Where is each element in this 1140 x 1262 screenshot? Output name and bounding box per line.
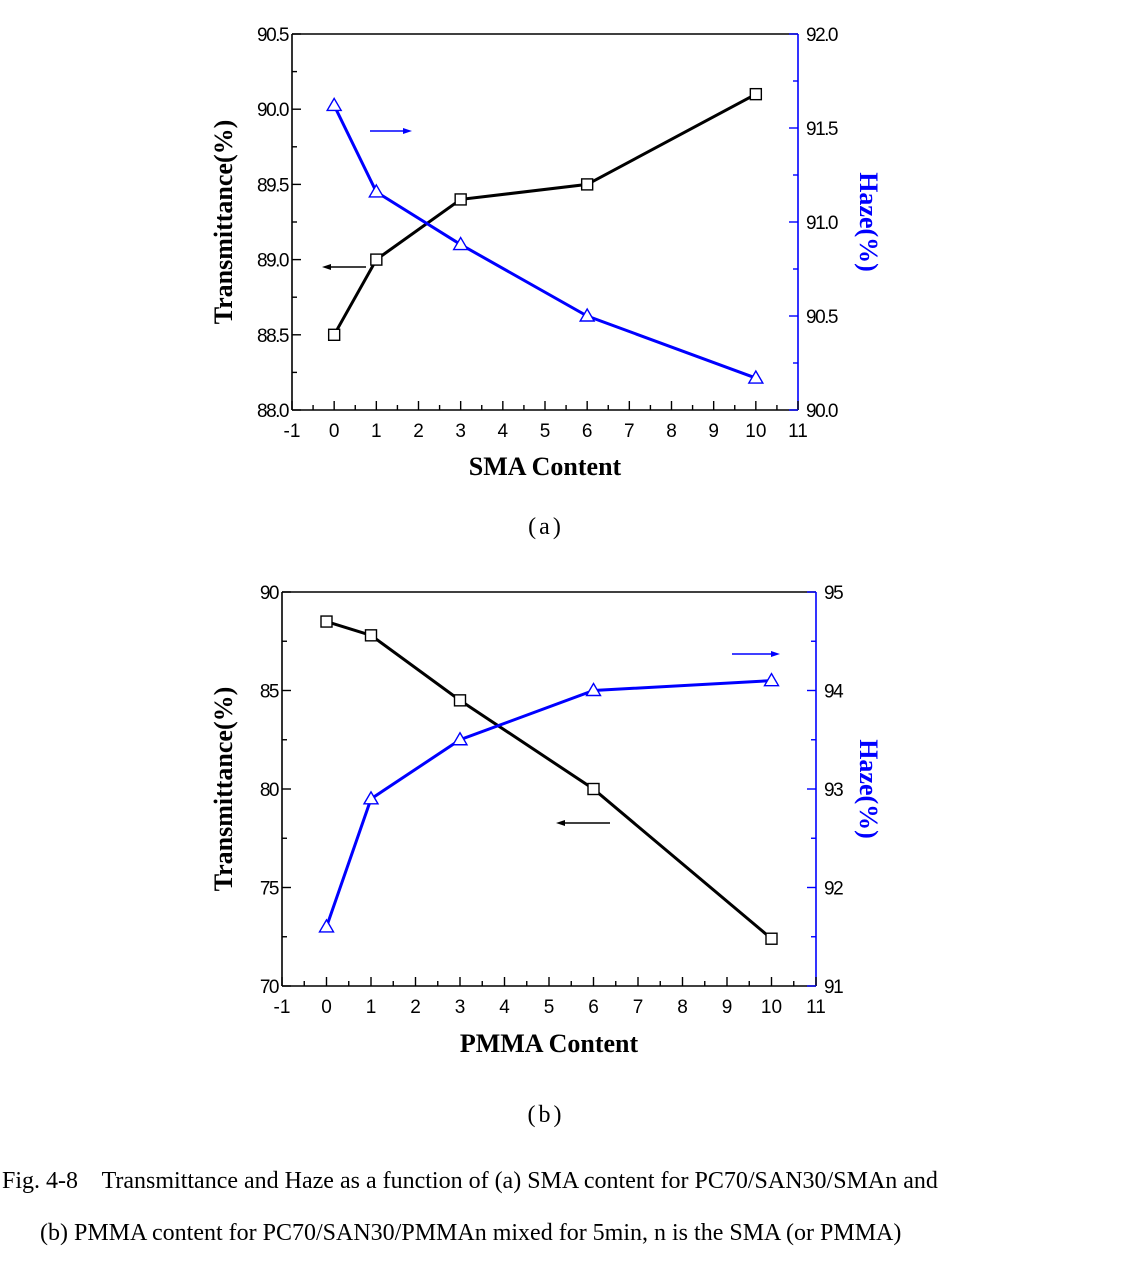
right-y-tick-label: 92.0 xyxy=(806,25,838,46)
left-y-tick-label: 85 xyxy=(260,682,279,703)
right-y-tick-label: 90.5 xyxy=(806,307,838,328)
left-arrowhead-icon xyxy=(556,820,565,826)
x-tick-label: 11 xyxy=(788,421,808,442)
x-tick-label: 1 xyxy=(371,421,382,442)
right-y-tick-label: 92 xyxy=(824,879,843,900)
transmittance-point xyxy=(765,932,778,945)
x-tick-label: 4 xyxy=(498,421,509,442)
transmittance-point xyxy=(364,629,378,642)
left-y-axis-label: Transmittance(%) xyxy=(209,687,238,892)
x-tick-label: 0 xyxy=(321,997,332,1018)
left-y-tick-label: 88.0 xyxy=(257,401,289,422)
x-tick-label: 6 xyxy=(582,421,593,442)
haze-point xyxy=(747,369,765,384)
left-y-axis-label: Transmittance(%) xyxy=(209,120,238,325)
transmittance-point xyxy=(370,253,383,266)
left-y-tick-label: 70 xyxy=(260,977,279,998)
x-tick-label: 5 xyxy=(544,997,555,1018)
transmittance-point xyxy=(320,615,333,628)
right-y-tick-label: 94 xyxy=(824,682,844,703)
transmittance-point xyxy=(587,782,600,796)
x-axis-label: PMMA Content xyxy=(460,1029,639,1058)
transmittance-line xyxy=(326,620,773,940)
haze-point xyxy=(451,731,469,746)
left-y-tick-label: 90.0 xyxy=(257,100,289,121)
panel-a: -1 0 1 2 3 4 5 6 7 8 9 10 11 88.0 88.5 89.0 89.5 90.0 90.5… xyxy=(209,25,883,481)
panel-b-label: (b) xyxy=(528,1102,565,1128)
panel-a-label: (a) xyxy=(528,514,564,540)
transmittance-point xyxy=(454,193,467,206)
haze-point xyxy=(368,183,385,198)
right-y-tick-label: 91.5 xyxy=(806,119,838,140)
left-y-tick-label: 90 xyxy=(260,583,279,604)
x-tick-label: 5 xyxy=(540,421,551,442)
left-y-tick-label: 75 xyxy=(260,879,279,900)
transmittance-point xyxy=(580,178,594,191)
x-tick-label: 1 xyxy=(366,997,377,1018)
x-tick-label: 0 xyxy=(329,421,340,442)
left-y-tick-label: 90.5 xyxy=(257,25,289,46)
left-y-tick-label: 80 xyxy=(260,780,279,801)
right-y-tick-label: 90.0 xyxy=(806,401,838,422)
haze-point xyxy=(318,918,335,933)
x-tick-label: 2 xyxy=(410,997,421,1018)
haze-point xyxy=(452,236,469,251)
x-tick-label: 11 xyxy=(806,997,826,1018)
right-y-axis-label: Haze(%) xyxy=(854,172,883,272)
haze-point xyxy=(578,307,596,322)
haze-line xyxy=(325,679,772,928)
right-arrowhead-icon xyxy=(403,128,412,134)
right-y-tick-label: 91.0 xyxy=(806,213,838,234)
x-tick-label: 4 xyxy=(499,997,510,1018)
right-y-tick-label: 93 xyxy=(824,780,843,801)
x-tick-label: 6 xyxy=(588,997,599,1018)
x-tick-label: 2 xyxy=(413,421,424,442)
transmittance-line xyxy=(332,92,757,336)
left-y-tick-label: 89.0 xyxy=(257,251,289,272)
haze-line xyxy=(332,104,757,380)
x-tick-label: 8 xyxy=(666,421,677,442)
panel-b: -1 0 1 2 3 4 5 6 7 8 9 10 11 70 75 80 85 90 91 92 93 94 95 PMMA… xyxy=(209,583,883,1058)
haze-point xyxy=(325,97,343,112)
x-tick-label: 3 xyxy=(455,421,466,442)
haze-point xyxy=(585,682,602,697)
x-tick-label: -1 xyxy=(274,997,291,1018)
haze-point xyxy=(362,790,380,805)
x-tick-label: 3 xyxy=(455,997,466,1018)
x-tick-label: 8 xyxy=(677,997,688,1018)
x-tick-label: 9 xyxy=(722,997,733,1018)
transmittance-point xyxy=(453,694,467,707)
haze-point xyxy=(763,672,780,687)
caption-line-2: (b) PMMA content for PC70/SAN30/PMMAn mi… xyxy=(40,1220,901,1246)
x-tick-label: 10 xyxy=(745,421,766,442)
caption-line-1: Fig. 4-8 Transmittance and Haze as a fun… xyxy=(2,1168,938,1194)
transmittance-point xyxy=(749,87,763,101)
right-y-axis-label: Haze(%) xyxy=(854,739,883,839)
x-tick-label: 10 xyxy=(761,997,782,1018)
left-arrowhead-icon xyxy=(322,264,331,270)
right-y-tick-label: 95 xyxy=(824,583,843,604)
x-tick-label: 9 xyxy=(708,421,719,442)
x-tick-label: 7 xyxy=(633,997,644,1018)
transmittance-point xyxy=(327,328,341,341)
right-arrowhead-icon xyxy=(771,651,780,657)
left-y-tick-label: 89.5 xyxy=(257,175,289,196)
x-tick-label: 7 xyxy=(624,421,635,442)
left-y-tick-label: 88.5 xyxy=(257,326,289,347)
right-y-tick-label: 91 xyxy=(824,977,843,998)
x-axis-label: SMA Content xyxy=(469,452,622,481)
x-tick-label: -1 xyxy=(284,421,301,442)
